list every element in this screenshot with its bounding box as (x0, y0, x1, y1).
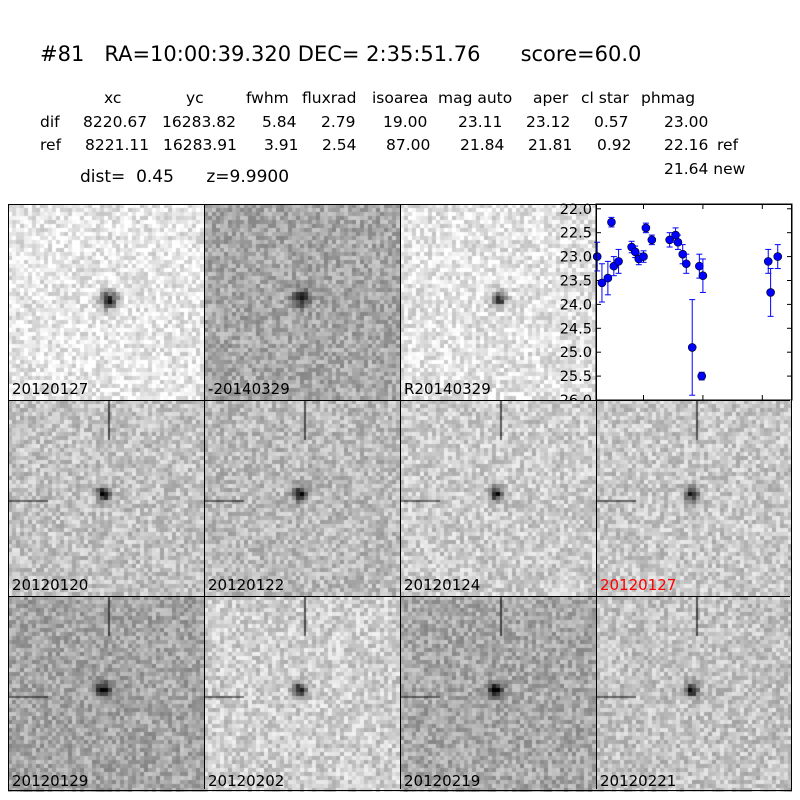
row-ref-aper: 21.81 (528, 136, 573, 154)
row-dif-cl-star: 0.57 (594, 113, 629, 131)
stamp-label: 20120120 (12, 576, 89, 594)
stamp-20120221: 20120221 (596, 596, 792, 792)
column-header-xc: xc (104, 89, 122, 107)
light-curve-plot: 22.022.523.023.524.024.525.025.526.00501… (560, 202, 793, 424)
stamp-label: 20120124 (404, 576, 481, 594)
stamp-noise-image (596, 596, 792, 792)
stamp-label: 20120129 (12, 772, 89, 790)
stamp-20120127: 20120127 (596, 400, 792, 596)
row-ref-mag-auto: 21.84 (460, 136, 505, 154)
row-dif-isoarea: 19.00 (383, 113, 428, 131)
stamp-20120202: 20120202 (204, 596, 400, 792)
row-dif-label: dif (40, 113, 60, 131)
row-dif-xc: 8220.67 (83, 113, 148, 131)
stamp-noise-image (8, 596, 204, 792)
row-ref-fluxrad: 2.54 (322, 136, 357, 154)
y-tick-label: 25.5 (560, 369, 592, 385)
y-tick-label: 23.5 (560, 273, 592, 289)
data-point (603, 273, 613, 283)
y-tick-label: 22.0 (560, 202, 592, 218)
stamp-noise-image (8, 204, 204, 400)
plot-background (596, 204, 792, 400)
stamp-20120124: 20120124 (400, 400, 596, 596)
column-header-mag-auto: mag auto (438, 89, 513, 107)
stamp-20120129: 20120129 (8, 596, 204, 792)
data-point (630, 247, 640, 257)
stamp-noise-image (400, 400, 596, 596)
row-dif-aper: 23.12 (526, 113, 571, 131)
data-point (641, 223, 651, 233)
panel-difference-image: -20140329 (204, 204, 400, 400)
data-point (647, 235, 657, 245)
column-header-fwhm: fwhm (246, 89, 289, 107)
y-tick-label: 24.5 (560, 321, 592, 337)
row-dif-yc: 16283.82 (162, 113, 236, 131)
row-ref-xc: 8221.11 (85, 136, 150, 154)
row-dif-mag-auto: 23.11 (458, 113, 503, 131)
dist-z-text: dist= 0.45 z=9.9900 (80, 167, 290, 187)
row-ref-cl-star: 0.92 (597, 136, 632, 154)
panel-science-label: 20120127 (12, 380, 89, 398)
row-dif-fluxrad: 2.79 (321, 113, 356, 131)
y-tick-label: 23.0 (560, 250, 592, 266)
new-mag: 21.64 new (664, 160, 746, 178)
data-point (614, 257, 623, 266)
y-tick-label: 25.0 (560, 345, 592, 361)
stamp-noise-image (204, 400, 400, 596)
data-point (698, 271, 708, 281)
stamp-noise-image (400, 204, 596, 400)
stamp-20120219: 20120219 (400, 596, 596, 792)
row-dif-fwhm: 5.84 (262, 113, 297, 131)
y-tick-label: 24.0 (560, 297, 592, 313)
column-header-phmag: phmag (641, 89, 696, 107)
data-point (695, 261, 704, 271)
stamp-label: 20120122 (208, 576, 285, 594)
row-ref-phmag: 22.16 (664, 136, 709, 154)
column-header-yc: yc (186, 89, 204, 107)
row-ref-extra: ref (717, 136, 739, 154)
data-point (687, 343, 697, 352)
column-header-cl-star: cl star (581, 89, 629, 107)
data-point (681, 259, 691, 269)
stamp-label: 20120127 (600, 576, 677, 594)
stamp-noise-image (596, 400, 792, 596)
data-point (639, 252, 648, 261)
candidate-title: #81 RA=10:00:39.320 DEC= 2:35:51.76 scor… (40, 42, 642, 66)
stamp-noise-image (204, 204, 400, 400)
row-ref-isoarea: 87.00 (386, 136, 431, 154)
stamp-noise-image (204, 596, 400, 792)
y-tick-label: 22.5 (560, 226, 592, 242)
data-point (607, 217, 616, 227)
row-dif-phmag: 23.00 (664, 113, 709, 131)
panel-science-image: 20120127 (8, 204, 204, 400)
data-point (773, 252, 783, 261)
column-header-fluxrad: fluxrad (302, 89, 357, 107)
column-header-aper: aper (533, 89, 569, 107)
data-point (665, 235, 674, 245)
light-curve-svg: 22.022.523.023.524.024.525.025.526.00501… (560, 202, 793, 424)
data-point (597, 278, 607, 288)
stamp-noise-image (400, 596, 596, 792)
stamp-20120120: 20120120 (8, 400, 204, 596)
data-point (697, 371, 707, 381)
row-ref-yc: 16283.91 (163, 136, 237, 154)
row-ref-fwhm: 3.91 (264, 136, 299, 154)
stamp-label: 20120202 (208, 772, 285, 790)
data-point (592, 252, 602, 261)
panel-difference-label: -20140329 (208, 380, 290, 398)
panel-reference-image: R20140329 (400, 204, 596, 400)
stamp-20120122: 20120122 (204, 400, 400, 596)
stamp-label: 20120221 (600, 772, 677, 790)
stamp-noise-image (8, 400, 204, 596)
column-header-isoarea: isoarea (372, 89, 429, 107)
data-point (766, 288, 775, 297)
stamp-label: 20120219 (404, 772, 481, 790)
data-point (763, 257, 773, 266)
row-ref-label: ref (40, 136, 62, 154)
panel-reference-label: R20140329 (404, 380, 491, 398)
